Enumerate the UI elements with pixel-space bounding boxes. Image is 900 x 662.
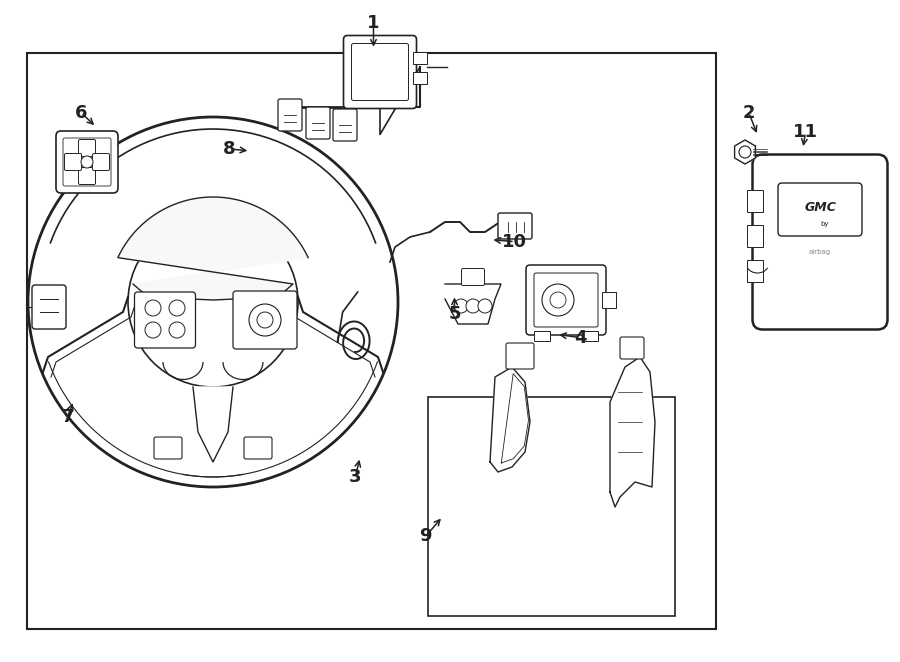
Text: GMC: GMC bbox=[804, 201, 836, 214]
Circle shape bbox=[739, 146, 751, 158]
Polygon shape bbox=[445, 284, 501, 324]
Text: 5: 5 bbox=[448, 305, 461, 324]
FancyBboxPatch shape bbox=[244, 437, 272, 459]
FancyBboxPatch shape bbox=[526, 265, 606, 335]
FancyBboxPatch shape bbox=[78, 167, 95, 185]
Bar bbox=[746, 190, 762, 212]
Bar bbox=[412, 52, 427, 64]
FancyBboxPatch shape bbox=[93, 154, 110, 171]
FancyBboxPatch shape bbox=[344, 36, 417, 109]
FancyBboxPatch shape bbox=[233, 291, 297, 349]
Bar bbox=[746, 260, 762, 282]
FancyBboxPatch shape bbox=[333, 109, 357, 141]
FancyBboxPatch shape bbox=[78, 140, 95, 156]
Polygon shape bbox=[490, 367, 530, 472]
Circle shape bbox=[550, 292, 566, 308]
Bar bbox=[582, 331, 598, 341]
Polygon shape bbox=[610, 357, 655, 507]
Bar bbox=[534, 331, 550, 341]
Circle shape bbox=[145, 322, 161, 338]
Text: 8: 8 bbox=[223, 140, 236, 158]
Bar bbox=[412, 72, 427, 84]
Circle shape bbox=[128, 217, 298, 387]
Circle shape bbox=[257, 312, 273, 328]
Circle shape bbox=[542, 284, 574, 316]
FancyBboxPatch shape bbox=[278, 99, 302, 131]
Text: 10: 10 bbox=[502, 232, 527, 251]
Text: 3: 3 bbox=[349, 467, 362, 486]
Circle shape bbox=[466, 299, 480, 313]
FancyBboxPatch shape bbox=[32, 285, 66, 329]
FancyBboxPatch shape bbox=[65, 154, 82, 171]
FancyBboxPatch shape bbox=[778, 183, 862, 236]
Text: 11: 11 bbox=[793, 123, 818, 142]
Text: 7: 7 bbox=[61, 408, 74, 426]
FancyBboxPatch shape bbox=[506, 343, 534, 369]
Text: by: by bbox=[821, 221, 829, 227]
Bar bbox=[602, 292, 616, 308]
Polygon shape bbox=[118, 197, 308, 300]
Polygon shape bbox=[734, 140, 755, 164]
FancyBboxPatch shape bbox=[498, 213, 532, 239]
Circle shape bbox=[454, 299, 468, 313]
Circle shape bbox=[145, 300, 161, 316]
Polygon shape bbox=[193, 387, 233, 462]
Circle shape bbox=[81, 156, 93, 168]
Text: 6: 6 bbox=[75, 103, 87, 122]
FancyBboxPatch shape bbox=[154, 437, 182, 459]
Text: 4: 4 bbox=[574, 328, 587, 347]
Bar bbox=[428, 397, 675, 616]
FancyBboxPatch shape bbox=[56, 131, 118, 193]
Text: 9: 9 bbox=[419, 527, 432, 545]
Text: 2: 2 bbox=[742, 103, 755, 122]
Circle shape bbox=[249, 304, 281, 336]
FancyBboxPatch shape bbox=[462, 269, 484, 285]
FancyBboxPatch shape bbox=[752, 154, 887, 330]
Bar bbox=[746, 225, 762, 247]
Circle shape bbox=[169, 300, 185, 316]
Text: 1: 1 bbox=[367, 14, 380, 32]
Text: airbag: airbag bbox=[809, 249, 831, 255]
FancyBboxPatch shape bbox=[134, 292, 195, 348]
FancyBboxPatch shape bbox=[620, 337, 644, 359]
Circle shape bbox=[478, 299, 492, 313]
Bar bbox=[27, 53, 716, 629]
FancyBboxPatch shape bbox=[306, 107, 330, 139]
Circle shape bbox=[28, 117, 398, 487]
Circle shape bbox=[169, 322, 185, 338]
